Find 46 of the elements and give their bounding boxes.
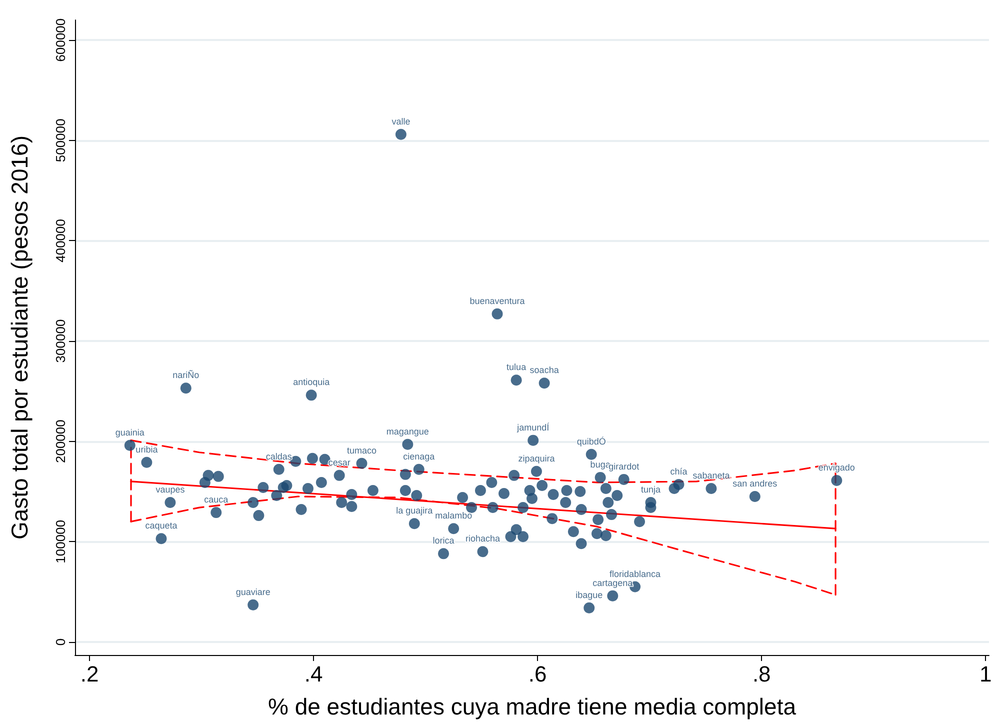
data-label: buenaventura (470, 296, 525, 306)
data-label: guainia (115, 427, 144, 438)
data-label: malambo (435, 510, 472, 521)
data-label: lorica (432, 536, 454, 546)
data-label: tulua (506, 362, 526, 372)
y-tick-label: 600000 (53, 18, 68, 62)
x-tick-label: .6 (528, 662, 547, 686)
x-tick-label: 1 (980, 662, 992, 686)
data-label: nariÑo (172, 370, 200, 380)
y-tick-label: 400000 (53, 219, 68, 262)
data-label: tumaco (346, 445, 377, 456)
data-label: jamundÍ (516, 422, 550, 432)
y-tick-label: 300000 (53, 319, 68, 363)
data-label: uribia (136, 444, 158, 454)
data-label: guaviare (236, 586, 270, 597)
data-label: envigado (818, 462, 855, 472)
x-tick-label: .2 (80, 662, 99, 686)
data-label: tunja (640, 484, 660, 495)
data-label: zipaquira (518, 453, 555, 464)
data-label: caldas (266, 451, 292, 462)
data-label: sabaneta (692, 470, 730, 480)
x-tick-label: .4 (304, 662, 323, 686)
data-label: antioquia (293, 377, 330, 388)
x-tick-label: .8 (752, 662, 771, 686)
data-label: san andres (732, 478, 778, 488)
y-tick-label: 0 (53, 638, 68, 646)
x-axis-title: % de estudiantes cuya madre tiene media completa (268, 694, 796, 720)
y-axis-title: Gasto total por estudiante (pesos 2016) (6, 135, 32, 540)
data-label: cienaga (403, 451, 435, 462)
data-label: magangue (386, 426, 429, 436)
data-label: cartagena (592, 578, 633, 588)
data-label: valle (392, 116, 410, 126)
data-label: cauca (204, 494, 228, 505)
y-tick-label: 100000 (53, 520, 68, 564)
y-tick-label: 500000 (53, 118, 68, 162)
data-label: quibdÓ (576, 436, 606, 446)
data-label: soacha (530, 365, 559, 376)
data-label: chía (670, 466, 688, 476)
data-label: vaupes (156, 484, 186, 495)
data-label: floridablanca (610, 568, 661, 579)
data-label: ibague (576, 590, 603, 600)
data-label: riohacha (465, 534, 500, 544)
data-label: la guajira (396, 506, 433, 516)
data-label: caqueta (145, 520, 178, 531)
data-label: cesar (328, 457, 350, 468)
y-tick-label: 200000 (53, 420, 68, 464)
